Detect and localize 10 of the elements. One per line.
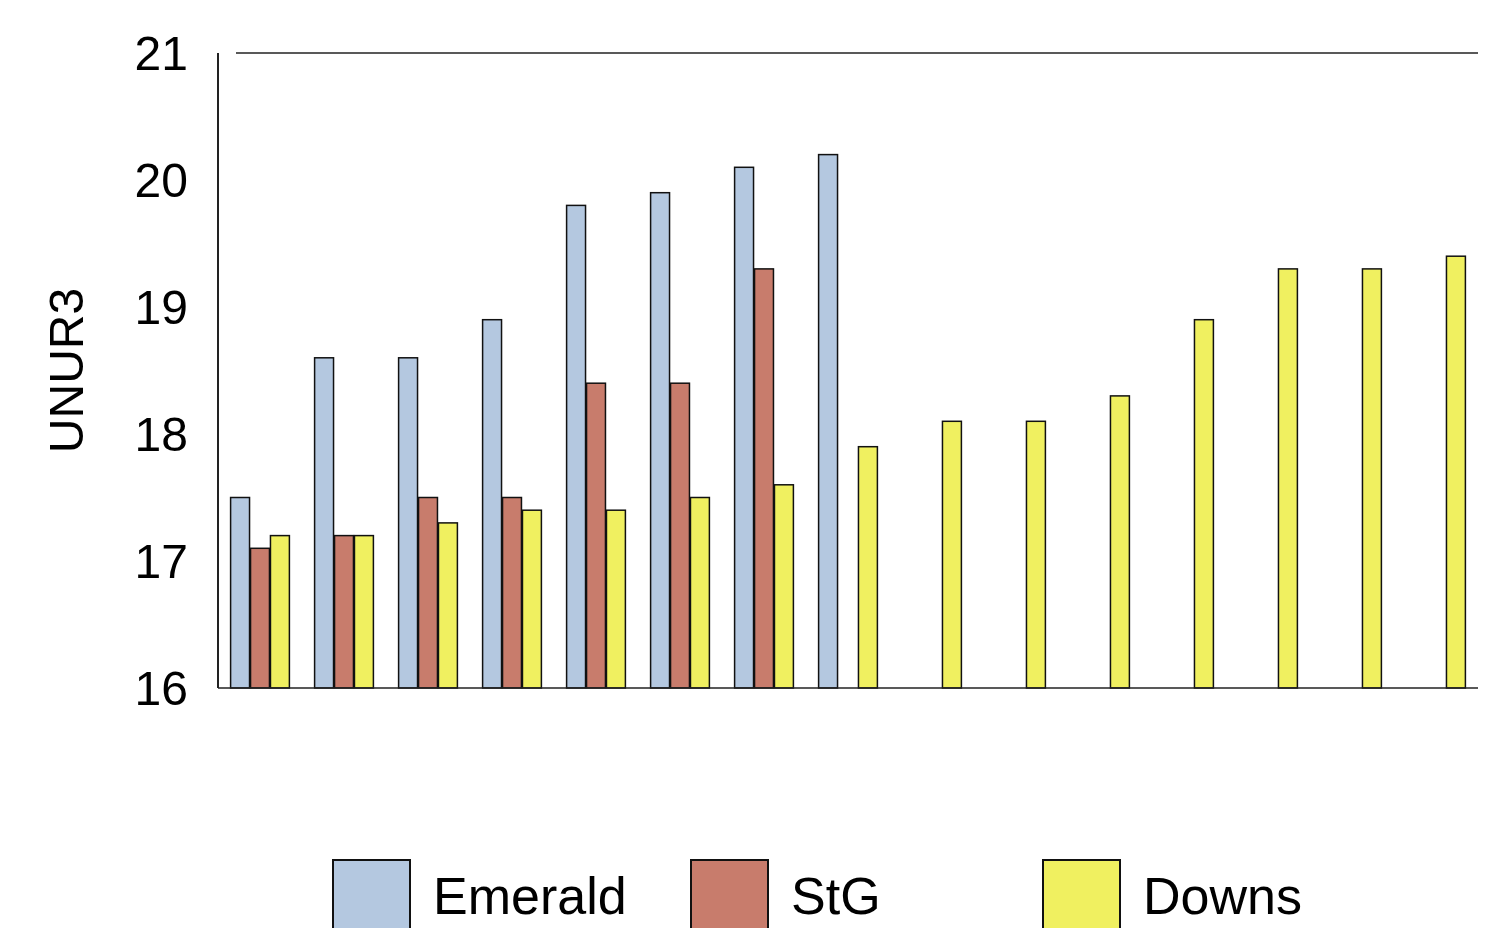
y-tick-label: 18	[134, 407, 188, 461]
y-axis-title: UNUR3	[40, 287, 93, 454]
legend-label: StG	[791, 867, 881, 925]
legend-label: Emerald	[433, 867, 627, 925]
y-tick-label: 19	[134, 280, 188, 334]
y-tick-label: 16	[134, 661, 188, 715]
legend-label: Downs	[1143, 867, 1302, 925]
y-tick-label: 21	[134, 26, 188, 80]
y-tick-label: 20	[134, 153, 188, 207]
y-tick-label: 17	[134, 534, 188, 588]
